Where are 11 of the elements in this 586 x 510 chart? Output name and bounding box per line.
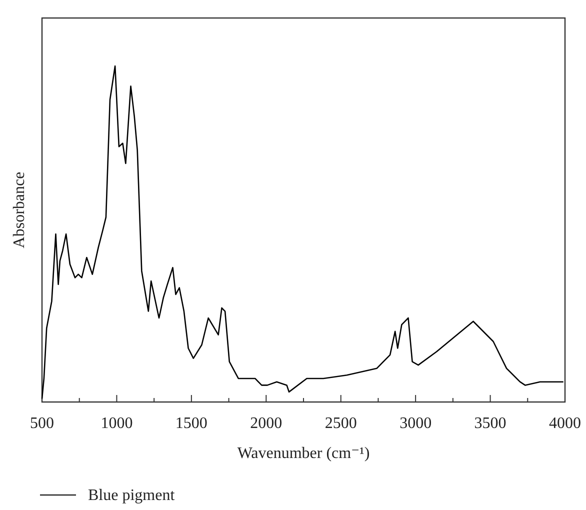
x-tick-label: 2000 bbox=[250, 415, 282, 432]
x-tick-label: 1000 bbox=[100, 415, 133, 432]
x-tick-label: 500 bbox=[30, 415, 54, 432]
x-tick-label: 2500 bbox=[324, 415, 357, 432]
x-tick-label: 3500 bbox=[474, 415, 506, 432]
x-tick-label: 4000 bbox=[549, 415, 581, 432]
y-axis-title: Absorbance bbox=[11, 172, 28, 248]
legend-label: Blue pigment bbox=[88, 487, 176, 504]
x-tick-label: 3000 bbox=[400, 415, 432, 432]
x-axis-title: Wavenumber (cm⁻¹) bbox=[237, 445, 370, 462]
x-tick-label: 1500 bbox=[175, 415, 208, 432]
